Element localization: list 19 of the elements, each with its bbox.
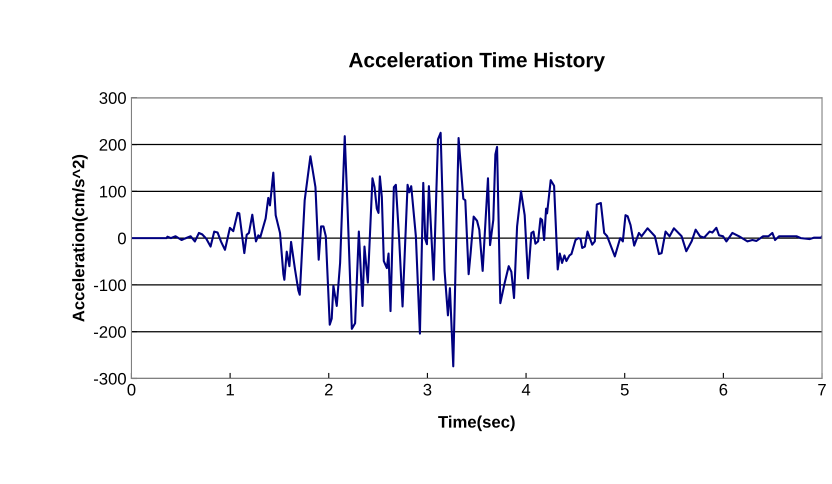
y-tick-label: 200 (100, 138, 126, 151)
y-tick-label: -300 (94, 372, 126, 385)
x-tick-label: 7 (818, 384, 826, 396)
x-tick-label: 6 (720, 384, 728, 396)
x-tick-label: 3 (423, 384, 432, 396)
x-tick-label: 1 (226, 384, 234, 396)
y-tick-label: 0 (118, 232, 126, 244)
x-tick-label: 4 (522, 384, 530, 396)
y-axis-title: Acceleration(cm/s^2) (72, 154, 88, 322)
x-tick-label: 0 (127, 384, 136, 396)
y-tick-label: -200 (94, 326, 126, 338)
y-tick-label: 100 (100, 186, 126, 198)
y-tick-label: -100 (94, 279, 126, 292)
y-tick-label: 300 (99, 92, 126, 104)
line-series (131, 132, 822, 368)
x-axis-title: Time(sec) (438, 416, 515, 432)
x-tick-label: 2 (324, 384, 333, 396)
chart-title: Acceleration Time History (348, 52, 605, 72)
x-tick-label: 5 (620, 384, 629, 396)
